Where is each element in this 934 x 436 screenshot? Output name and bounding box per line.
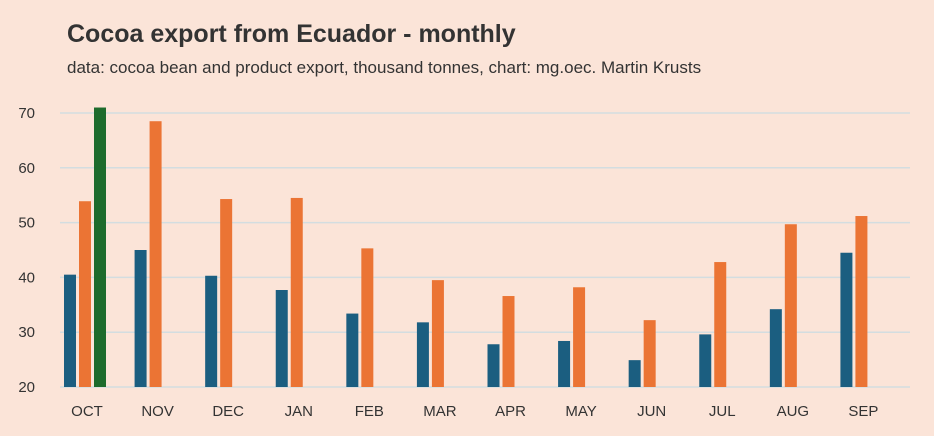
bar-nov-s2 <box>149 121 162 387</box>
bar-mar-s2 <box>431 280 444 387</box>
bar-aug-s1 <box>769 309 782 387</box>
y-tick-label: 30 <box>18 324 35 341</box>
bar-feb-s1 <box>346 313 359 387</box>
bar-jun-s1 <box>628 360 641 387</box>
chart-subtitle: data: cocoa bean and product export, tho… <box>67 58 702 77</box>
bars <box>64 107 868 388</box>
bar-oct-s2 <box>79 201 91 387</box>
bar-sep-s1 <box>840 252 853 387</box>
bar-jul-s2 <box>714 262 727 387</box>
bar-sep-s2 <box>855 216 868 387</box>
x-tick-label: FEB <box>355 403 384 420</box>
bar-apr-s2 <box>502 296 515 387</box>
x-tick-label: APR <box>495 403 526 420</box>
bar-oct-s3 <box>94 107 106 388</box>
bar-jun-s2 <box>643 320 656 387</box>
x-tick-label: OCT <box>71 403 103 420</box>
y-tick-label: 20 <box>18 379 35 396</box>
x-tick-label: JAN <box>285 403 313 420</box>
y-tick-label: 60 <box>18 160 35 177</box>
bar-oct-s1 <box>64 274 76 387</box>
gridlines <box>60 112 910 388</box>
x-tick-label: JUL <box>709 403 736 420</box>
x-axis: OCT NOV DEC JAN FEB MAR APR MAY JUN JUL AUG SEP <box>71 403 878 420</box>
bar-may-s2 <box>573 287 586 387</box>
x-tick-label: MAY <box>565 403 596 420</box>
bar-apr-s1 <box>487 344 500 387</box>
bar-may-s1 <box>558 340 571 387</box>
x-tick-label: MAR <box>423 403 457 420</box>
x-tick-label: JUN <box>637 403 666 420</box>
bar-jul-s1 <box>699 334 712 387</box>
y-tick-label: 50 <box>18 215 35 232</box>
bar-feb-s2 <box>361 248 374 387</box>
chart-title: Cocoa export from Ecuador - monthly <box>67 20 516 48</box>
bar-dec-s2 <box>220 199 233 387</box>
bar-nov-s1 <box>134 250 147 387</box>
bar-aug-s2 <box>784 224 797 387</box>
y-tick-label: 70 <box>18 105 35 122</box>
x-tick-label: SEP <box>848 403 878 420</box>
y-tick-label: 40 <box>18 269 35 286</box>
x-tick-label: NOV <box>141 403 174 420</box>
bar-dec-s1 <box>205 275 218 387</box>
bar-jan-s1 <box>275 290 288 387</box>
bar-mar-s1 <box>416 322 429 387</box>
bar-jan-s2 <box>290 197 303 387</box>
x-tick-label: AUG <box>777 403 810 420</box>
y-axis: 20 30 40 50 60 70 <box>18 105 35 396</box>
x-tick-label: DEC <box>212 403 244 420</box>
